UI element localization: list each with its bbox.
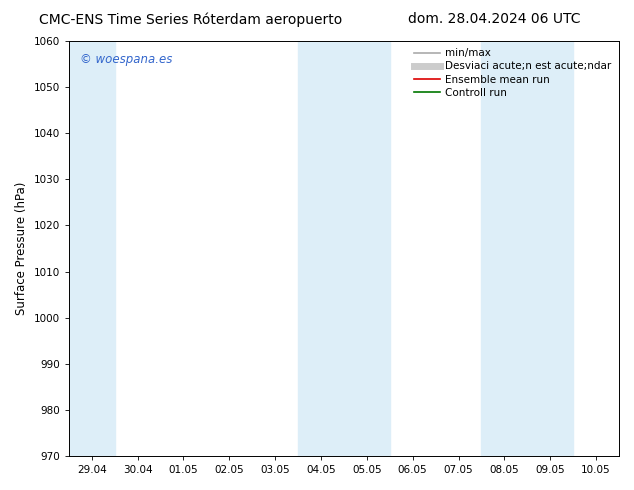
- Text: dom. 28.04.2024 06 UTC: dom. 28.04.2024 06 UTC: [408, 12, 581, 26]
- Bar: [481, 41, 573, 456]
- Text: © woespana.es: © woespana.es: [80, 53, 172, 67]
- Legend: min/max, Desviaci acute;n est acute;ndar, Ensemble mean run, Controll run: min/max, Desviaci acute;n est acute;ndar…: [412, 46, 614, 100]
- Bar: [298, 41, 390, 456]
- Text: CMC-ENS Time Series Róterdam aeropuerto: CMC-ENS Time Series Róterdam aeropuerto: [39, 12, 342, 27]
- Y-axis label: Surface Pressure (hPa): Surface Pressure (hPa): [15, 182, 28, 315]
- Bar: [69, 41, 115, 456]
